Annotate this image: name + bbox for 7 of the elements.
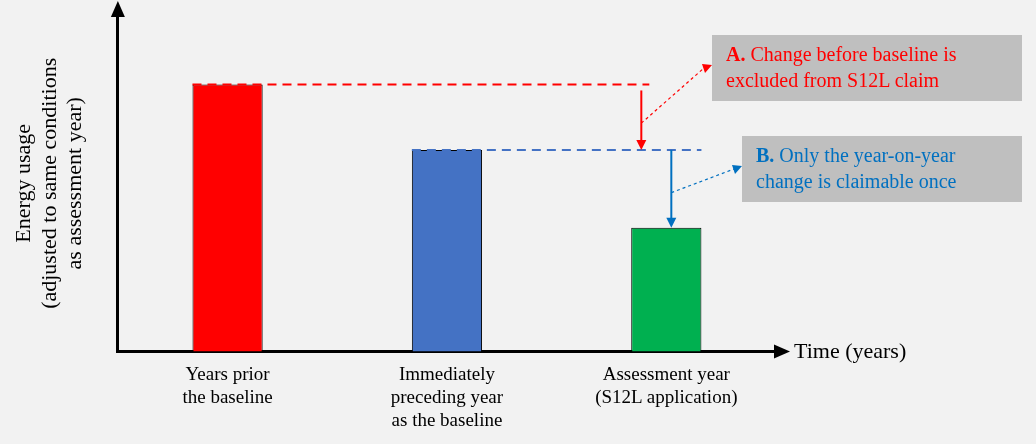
text: A. Change before baseline is excluded from S12L claim — [726, 43, 957, 91]
text: B. Only the year-on-year change is claimable once — [756, 144, 957, 192]
y-axis-title: Energy usage (adjusted to same conditions as assessment year) — [10, 57, 87, 309]
x-tick-label: Assessment year (S12L application) — [595, 362, 738, 408]
x-tick-label: Years prior the baseline — [182, 362, 273, 407]
x-tick-label: Immediately preceding year as the baseline — [390, 362, 504, 430]
x-axis-title: Time (years) — [794, 337, 907, 364]
